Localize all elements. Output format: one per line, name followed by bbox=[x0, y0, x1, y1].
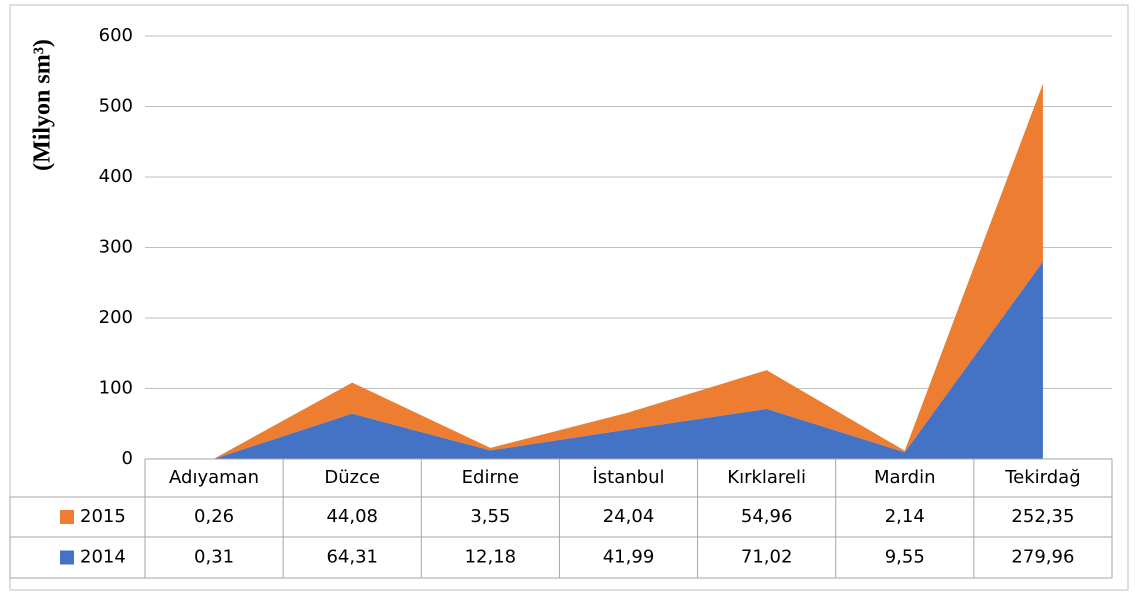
y-tick-label: 600 bbox=[99, 25, 133, 46]
table-value: 252,35 bbox=[1011, 506, 1074, 527]
table-value: 54,96 bbox=[741, 506, 793, 527]
legend-swatch bbox=[60, 550, 74, 565]
y-tick-label: 0 bbox=[122, 448, 133, 469]
table-value: 9,55 bbox=[885, 547, 925, 568]
table-value: 12,18 bbox=[465, 547, 517, 568]
x-tick-label: Düzce bbox=[324, 467, 380, 488]
x-tick-label: Adıyaman bbox=[169, 467, 259, 488]
x-tick-label: Kırklareli bbox=[727, 467, 806, 488]
table-value: 0,26 bbox=[194, 506, 234, 527]
y-axis-label: (Milyon sm³) bbox=[30, 39, 56, 171]
y-tick-label: 100 bbox=[99, 378, 133, 399]
table-value: 3,55 bbox=[470, 506, 510, 527]
table-value: 24,04 bbox=[603, 506, 655, 527]
y-tick-label: 300 bbox=[99, 237, 133, 258]
x-tick-label: Edirne bbox=[462, 467, 519, 488]
area bbox=[214, 83, 1043, 459]
table-value: 2,14 bbox=[885, 506, 925, 527]
y-tick-label: 500 bbox=[99, 96, 133, 117]
table-value: 64,31 bbox=[326, 547, 378, 568]
legend-label: 2015 bbox=[80, 506, 126, 527]
table-value: 279,96 bbox=[1011, 547, 1074, 568]
x-tick-label: Mardin bbox=[874, 467, 935, 488]
y-tick-label: 200 bbox=[99, 307, 133, 328]
table-value: 44,08 bbox=[326, 506, 378, 527]
legend-swatch bbox=[60, 510, 74, 524]
x-tick-label: İstanbul bbox=[592, 467, 664, 488]
area bbox=[214, 261, 1043, 459]
table-value: 41,99 bbox=[603, 547, 655, 568]
legend-label: 2014 bbox=[80, 547, 126, 568]
x-tick-label: Tekirdağ bbox=[1004, 467, 1080, 488]
table-value: 0,31 bbox=[194, 547, 234, 568]
y-tick-label: 400 bbox=[99, 166, 133, 187]
table-value: 71,02 bbox=[741, 547, 793, 568]
chart-border bbox=[9, 4, 1129, 591]
